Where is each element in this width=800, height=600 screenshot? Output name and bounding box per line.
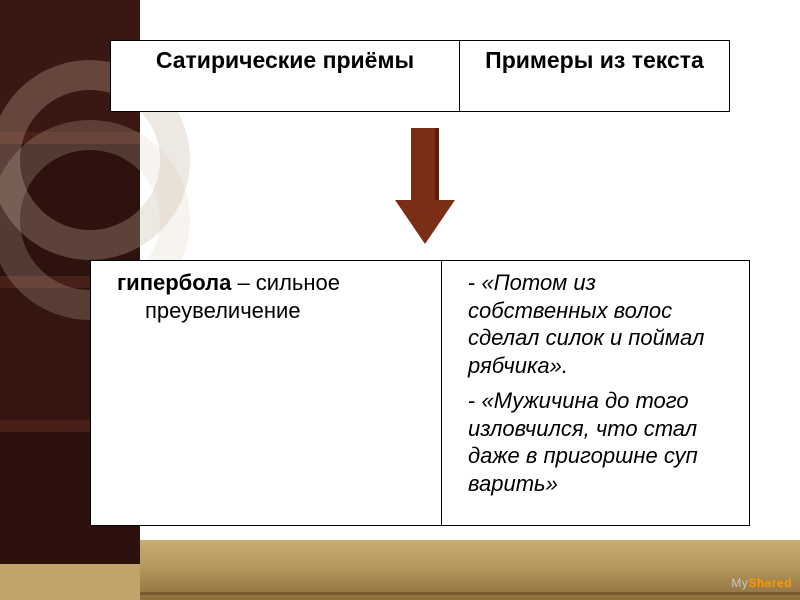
header-cell-technique: Сатирические приёмы (111, 41, 460, 112)
example-1: - «Потом из собственных волос сделал сил… (468, 269, 735, 379)
header-table: Сатирические приёмы Примеры из текста (110, 40, 730, 112)
bullet-dash: - (468, 270, 481, 295)
bullet-dash: - (468, 388, 481, 413)
body-table: гипербола – сильное преувеличение - «Пот… (90, 260, 750, 526)
down-arrow-icon (395, 128, 455, 248)
watermark: MyShared (731, 576, 792, 590)
header-cell-examples: Примеры из текста (460, 41, 730, 112)
watermark-left: My (731, 576, 748, 590)
cell-examples: - «Потом из собственных волос сделал сил… (442, 261, 750, 526)
quote-1: «Потом из собственных волос сделал силок… (468, 270, 704, 378)
table-row: гипербола – сильное преувеличение - «Пот… (91, 261, 750, 526)
term-hyperbola: гипербола (117, 270, 231, 295)
watermark-right: Shared (748, 576, 792, 590)
table-row: Сатирические приёмы Примеры из текста (111, 41, 730, 112)
cell-technique-definition: гипербола – сильное преувеличение (91, 261, 442, 526)
example-2: - «Мужичина до того изловчился, что стал… (468, 387, 735, 497)
definition-part2: преувеличение (117, 297, 427, 325)
definition-part1: – сильное (231, 270, 340, 295)
quote-2: «Мужичина до того изловчился, что стал д… (468, 388, 698, 496)
